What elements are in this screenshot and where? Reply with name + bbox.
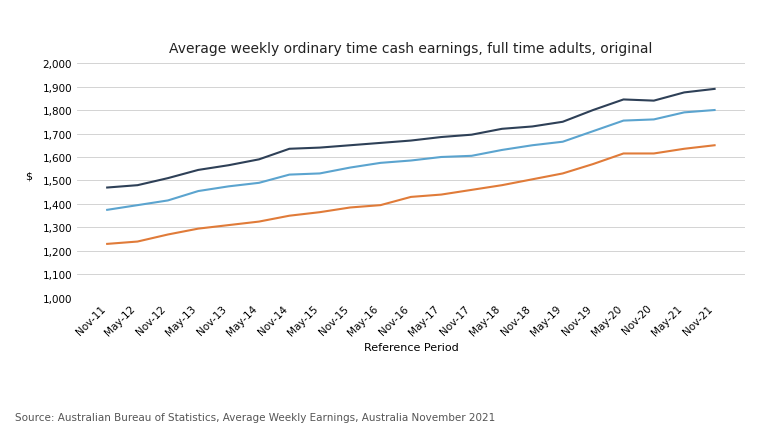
Persons: [376, 161, 385, 166]
Persons: [315, 171, 324, 176]
Persons: [649, 118, 658, 123]
Text: Source: Australian Bureau of Statistics, Average Weekly Earnings, Australia Nove: Source: Australian Bureau of Statistics,…: [15, 412, 495, 422]
Males: [406, 138, 415, 144]
Persons: [498, 148, 507, 153]
Males: [619, 98, 628, 103]
Females: [528, 177, 537, 182]
Females: [406, 195, 415, 200]
Males: [376, 141, 385, 146]
Persons: [467, 154, 476, 159]
Males: [285, 147, 294, 152]
Females: [164, 232, 173, 237]
Females: [467, 188, 476, 193]
Males: [467, 133, 476, 138]
Males: [680, 91, 689, 96]
Females: [133, 239, 142, 245]
Persons: [285, 173, 294, 178]
Persons: [680, 110, 689, 115]
Females: [680, 147, 689, 152]
Males: [103, 186, 112, 191]
Females: [649, 152, 658, 157]
Females: [619, 152, 628, 157]
Males: [224, 163, 233, 168]
Females: [254, 219, 263, 225]
Title: Average weekly ordinary time cash earnings, full time adults, original: Average weekly ordinary time cash earnin…: [169, 42, 653, 56]
Persons: [346, 166, 355, 171]
Persons: [194, 189, 203, 194]
Females: [285, 214, 294, 219]
Persons: [588, 129, 598, 134]
Males: [710, 87, 719, 92]
Males: [194, 168, 203, 173]
Females: [376, 203, 385, 208]
Females: [437, 193, 446, 198]
Persons: [224, 184, 233, 190]
Persons: [558, 140, 568, 145]
Persons: [254, 181, 263, 186]
Line: Persons: Persons: [108, 111, 714, 210]
Persons: [528, 143, 537, 148]
Males: [558, 120, 568, 125]
Line: Females: Females: [108, 146, 714, 244]
Females: [103, 242, 112, 247]
Females: [224, 223, 233, 228]
Males: [437, 135, 446, 140]
Persons: [710, 108, 719, 113]
Males: [346, 143, 355, 148]
Males: [133, 183, 142, 188]
Females: [710, 143, 719, 148]
Males: [649, 99, 658, 104]
Line: Males: Males: [108, 89, 714, 188]
Females: [194, 227, 203, 232]
Females: [498, 183, 507, 188]
Males: [315, 146, 324, 151]
Persons: [164, 199, 173, 204]
Persons: [103, 208, 112, 213]
Males: [588, 108, 598, 113]
Males: [498, 127, 507, 132]
X-axis label: Reference Period: Reference Period: [363, 343, 458, 353]
Females: [558, 171, 568, 176]
Persons: [133, 203, 142, 208]
Persons: [437, 155, 446, 160]
Males: [164, 176, 173, 181]
Females: [346, 205, 355, 210]
Females: [588, 162, 598, 167]
Persons: [406, 158, 415, 164]
Males: [528, 124, 537, 130]
Females: [315, 210, 324, 215]
Males: [254, 157, 263, 162]
Persons: [619, 119, 628, 124]
Y-axis label: $: $: [25, 171, 32, 181]
